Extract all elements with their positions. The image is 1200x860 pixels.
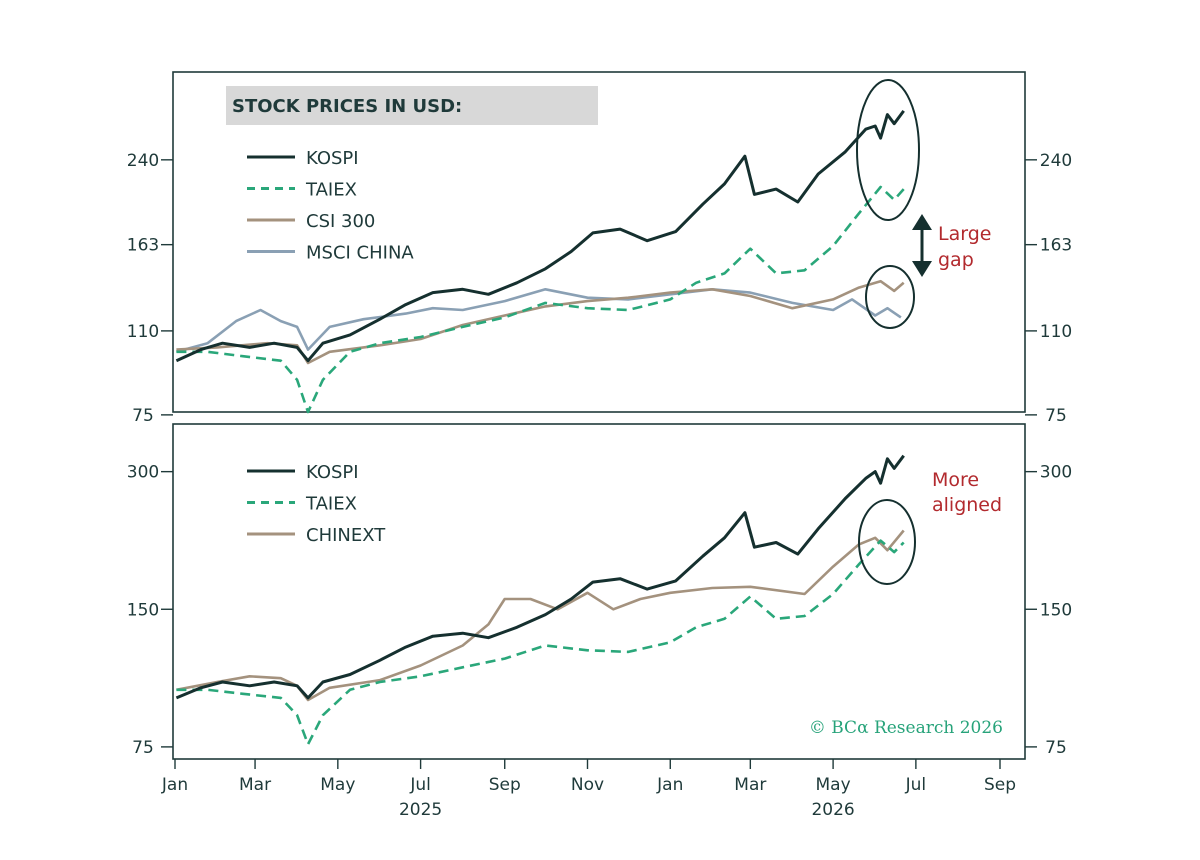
top-right-tick-label: 240 (1040, 151, 1072, 171)
copyright-label: © BCα Research 2026 (809, 718, 1003, 738)
top-legend-label-taiex: TAIEX (305, 180, 357, 201)
bottom-y-axis: 75 75 150 150 300 300 (127, 463, 1072, 758)
top-legend-label-kospi: KOSPI (306, 148, 359, 169)
annotation-aligned: aligned (932, 494, 1002, 516)
bot-series-chinext (176, 529, 905, 702)
annotation-large: Large (938, 223, 991, 245)
top-legend: KOSPI TAIEX CSI 300 MSCI CHINA (247, 148, 414, 264)
top-series-msci-china (176, 287, 902, 354)
x-tick-label: Jan (656, 775, 683, 795)
x-tick-label: Nov (571, 775, 604, 795)
kospi-highlight-ellipse (856, 79, 920, 221)
x-tick-label: Jul (905, 775, 927, 795)
top-plot-area (175, 110, 905, 414)
top-legend-label-msci-china: MSCI CHINA (306, 243, 414, 264)
top-left-tick-label: 163 (127, 236, 159, 256)
x-tick-label: Mar (239, 775, 271, 795)
bot-legend-label-taiex: TAIEX (305, 494, 357, 515)
x-year-label: 2026 (811, 800, 854, 820)
annotation-more: More (932, 469, 979, 491)
top-panel-title-box (226, 86, 598, 125)
bottom-plot-area (175, 454, 905, 746)
x-axis: Jan Mar May Jul Sep Nov Jan Mar May Jul Sep 2025 202… (161, 759, 1016, 820)
x-tick-label: Sep (984, 775, 1016, 795)
top-series-taiex (176, 185, 905, 414)
top-left-tick-label: 75 (132, 406, 154, 426)
bot-right-tick-label: 150 (1040, 600, 1072, 620)
bot-series-taiex (176, 539, 905, 746)
x-tick-label: Mar (734, 775, 766, 795)
bottom-panel-frame (172, 423, 1026, 760)
top-panel-frame (172, 71, 1026, 413)
bot-left-tick-label: 300 (127, 463, 159, 483)
annotation-gap: gap (938, 249, 974, 271)
x-tick-label: Sep (489, 775, 521, 795)
bot-left-tick-label: 150 (127, 600, 159, 620)
x-tick-label: May (816, 775, 851, 795)
bot-right-tick-label: 75 (1045, 738, 1067, 758)
bot-legend-label-kospi: KOSPI (306, 462, 359, 483)
bot-legend-label-chinext: CHINEXT (306, 525, 386, 546)
bot-series-kospi (175, 454, 905, 700)
top-left-tick-label: 110 (127, 322, 159, 342)
top-left-tick-label: 240 (127, 151, 159, 171)
x-tick-label: May (320, 775, 355, 795)
aligned-highlight-ellipse (858, 499, 916, 585)
gap-double-arrow-icon (912, 214, 932, 277)
x-year-label: 2025 (399, 800, 442, 820)
x-tick-label: Jan (161, 775, 188, 795)
top-series-kospi (175, 110, 905, 363)
bottom-legend: KOSPI TAIEX CHINEXT (247, 462, 386, 546)
bot-right-tick-label: 300 (1040, 463, 1072, 483)
china-highlight-ellipse (865, 265, 915, 329)
top-right-tick-label: 75 (1045, 406, 1067, 426)
top-y-axis: 75 75 110 110 163 163 240 240 (127, 151, 1072, 426)
x-tick-label: Jul (409, 775, 431, 795)
top-panel-title: STOCK PRICES IN USD: (232, 96, 462, 117)
bot-left-tick-label: 75 (132, 738, 154, 758)
top-right-tick-label: 163 (1040, 236, 1072, 256)
top-right-tick-label: 110 (1040, 322, 1072, 342)
top-legend-label-csi-300: CSI 300 (306, 211, 375, 232)
